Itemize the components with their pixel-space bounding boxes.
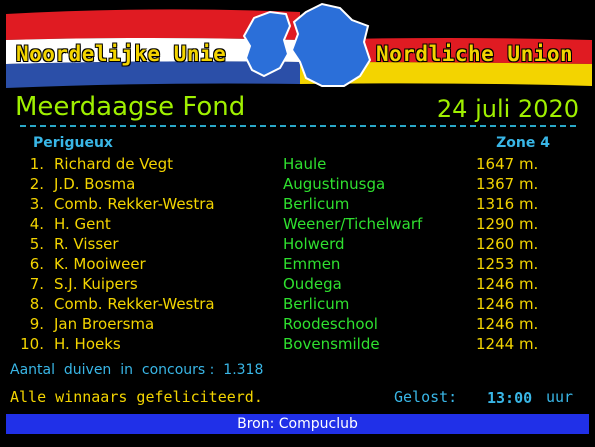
result-row: 2. J.D. Bosma Augustinusga 1367 m. (0, 175, 595, 195)
pigeon-count: Aantal duiven in concours : 1.318 (10, 362, 263, 378)
banner-left-text: Noordelijke Unie (16, 42, 227, 66)
result-place: Weener/Tichelwarf (283, 215, 423, 233)
result-name: H. Gent (54, 215, 111, 233)
release-unit: uur (546, 388, 574, 406)
result-distance: 1246 m. (476, 295, 539, 313)
result-row: 10. H. Hoeks Bovensmilde 1244 m. (0, 335, 595, 355)
result-name: H. Hoeks (54, 335, 121, 353)
result-distance: 1260 m. (476, 235, 539, 253)
result-rank: 4. (29, 215, 44, 233)
result-name: Comb. Rekker-Westra (54, 295, 215, 313)
germany-map-icon (290, 2, 372, 87)
race-date: 24 juli 2020 (436, 95, 579, 123)
result-distance: 1647 m. (476, 155, 539, 173)
pigeon-count-value: 1.318 (223, 362, 264, 378)
release-location: Perigueux (33, 135, 113, 151)
result-place: Berlicum (283, 195, 350, 213)
result-name: Jan Broersma (54, 315, 155, 333)
pigeon-count-label: Aantal duiven in concours : (10, 362, 215, 378)
result-rank: 7. (29, 275, 44, 293)
german-flag (300, 9, 592, 86)
result-name: Comb. Rekker-Westra (54, 195, 215, 213)
result-rank: 10. (20, 335, 44, 353)
result-row: 4. H. Gent Weener/Tichelwarf 1290 m. (0, 215, 595, 235)
result-row: 3. Comb. Rekker-Westra Berlicum 1316 m. (0, 195, 595, 215)
result-rank: 3. (29, 195, 44, 213)
dutch-flag (6, 9, 300, 88)
result-distance: 1253 m. (476, 255, 539, 273)
result-place: Haule (283, 155, 327, 173)
result-place: Oudega (283, 275, 342, 293)
banner: Noordelijke Unie Nordliche Union (0, 0, 595, 90)
result-place: Emmen (283, 255, 341, 273)
result-row: 6. K. Mooiweer Emmen 1253 m. (0, 255, 595, 275)
result-place: Roodeschool (283, 315, 378, 333)
result-row: 7. S.J. Kuipers Oudega 1246 m. (0, 275, 595, 295)
release-label: Gelost: (394, 388, 458, 406)
result-place: Bovensmilde (283, 335, 380, 353)
result-distance: 1316 m. (476, 195, 539, 213)
result-row: 5. R. Visser Holwerd 1260 m. (0, 235, 595, 255)
divider (20, 125, 576, 127)
result-rank: 9. (29, 315, 44, 333)
result-rank: 5. (29, 235, 44, 253)
result-place: Augustinusga (283, 175, 386, 193)
result-place: Holwerd (283, 235, 345, 253)
result-name: J.D. Bosma (54, 175, 136, 193)
release-time: 13:00 (487, 389, 533, 407)
result-rank: 8. (29, 295, 44, 313)
result-place: Berlicum (283, 295, 350, 313)
result-distance: 1246 m. (476, 275, 539, 293)
banner-graphic (0, 0, 595, 90)
zone-label: Zone 4 (496, 135, 550, 151)
result-row: 8. Comb. Rekker-Westra Berlicum 1246 m. (0, 295, 595, 315)
result-row: 9. Jan Broersma Roodeschool 1246 m. (0, 315, 595, 335)
result-rank: 6. (29, 255, 44, 273)
result-distance: 1367 m. (476, 175, 539, 193)
result-distance: 1244 m. (476, 335, 539, 353)
congratulations-text: Alle winnaars gefeliciteerd. (10, 388, 263, 406)
netherlands-map-icon (242, 10, 292, 78)
result-rank: 2. (29, 175, 44, 193)
result-row: 1. Richard de Vegt Haule 1647 m. (0, 155, 595, 175)
banner-right-text: Nordliche Union (376, 42, 574, 66)
page-title: Meerdaagse Fond (15, 92, 246, 122)
result-name: R. Visser (54, 235, 119, 253)
result-name: Richard de Vegt (54, 155, 173, 173)
result-distance: 1290 m. (476, 215, 539, 233)
result-rank: 1. (29, 155, 44, 173)
result-name: S.J. Kuipers (54, 275, 138, 293)
result-name: K. Mooiweer (54, 255, 146, 273)
source-footer: Bron: Compuclub (6, 414, 589, 434)
result-distance: 1246 m. (476, 315, 539, 333)
